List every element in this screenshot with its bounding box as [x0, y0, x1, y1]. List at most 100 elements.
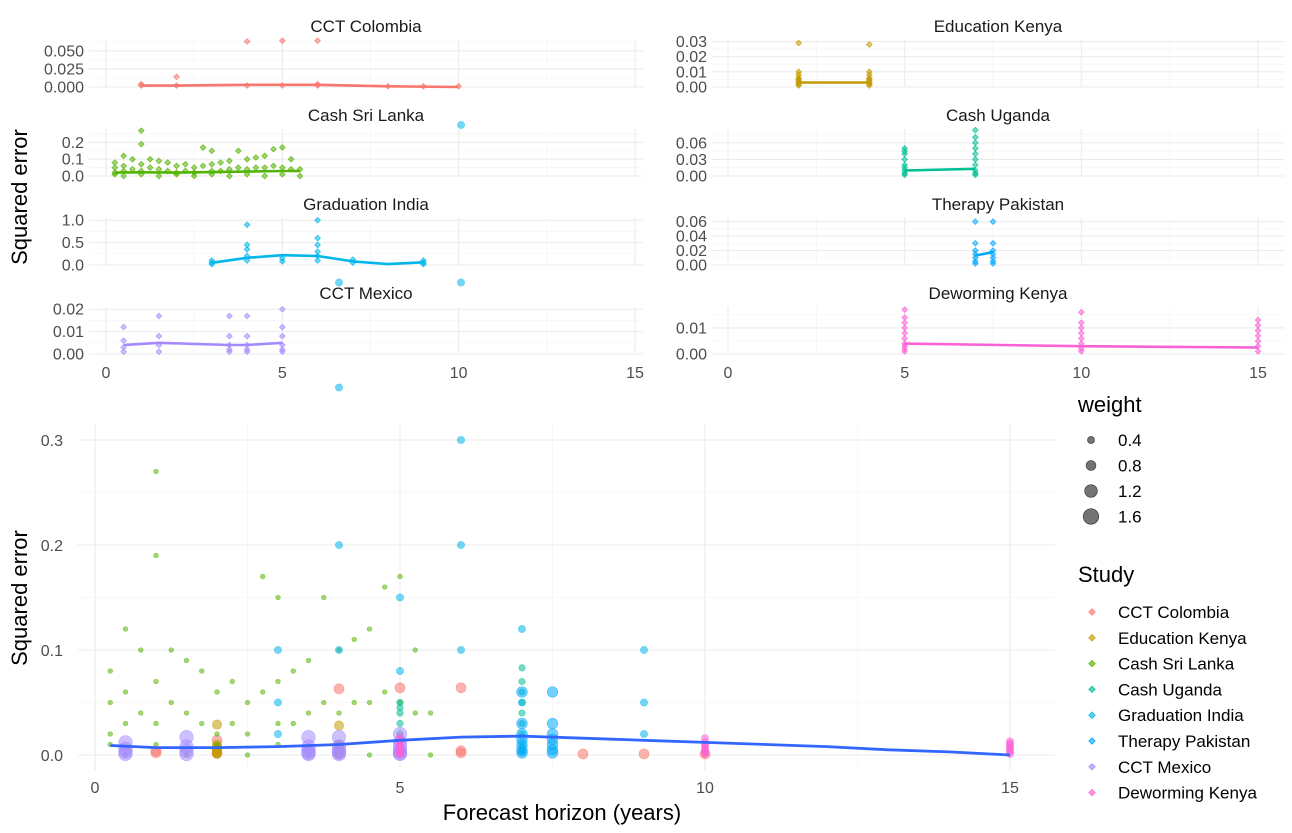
data-point — [516, 747, 528, 759]
data-point — [208, 160, 216, 168]
data-point — [199, 720, 205, 727]
y-tick-label: 0.02 — [676, 49, 707, 66]
data-point — [226, 312, 233, 320]
y-tick-label: 0.0 — [41, 748, 63, 765]
data-point — [516, 717, 528, 730]
data-point — [234, 164, 242, 171]
y-tick-label: 0.3 — [41, 433, 63, 450]
data-point — [335, 646, 343, 654]
facet-panel: 0.000.020.040.06 Therapy Pakistan — [676, 195, 1284, 275]
data-point — [901, 171, 909, 179]
study-legend-key — [1088, 788, 1096, 797]
data-point — [164, 159, 172, 166]
data-point — [278, 170, 286, 178]
data-point — [146, 164, 154, 171]
data-point — [226, 332, 233, 340]
data-point — [865, 41, 873, 48]
data-point — [270, 162, 277, 170]
data-point — [396, 593, 404, 602]
data-point — [989, 218, 997, 225]
y-tick-label: 0.04 — [676, 229, 707, 246]
x-tick-label: 10 — [696, 780, 714, 797]
data-point — [701, 750, 709, 758]
x-tick-label: 15 — [626, 365, 644, 382]
data-point — [518, 709, 526, 717]
data-point — [243, 221, 251, 229]
data-point — [199, 668, 205, 674]
weight-legend-key — [1085, 460, 1097, 471]
data-point — [546, 747, 559, 759]
data-point — [305, 710, 312, 716]
data-point — [212, 719, 222, 730]
data-point — [971, 171, 979, 179]
legend: weight 0.4 0.8 1.2 1.6 Study CCT Colombia Educa… — [1077, 392, 1257, 803]
study-legend-label: Deworming Kenya — [1118, 784, 1257, 803]
study-legend-label: Graduation India — [1118, 706, 1244, 725]
data-point — [333, 683, 345, 695]
data-point — [335, 278, 343, 287]
x-tick-label: 5 — [278, 365, 287, 382]
x-tick-label: 0 — [724, 365, 733, 382]
data-point — [457, 121, 465, 129]
facet-title: CCT Mexico — [319, 284, 412, 303]
x-tick-label: 0 — [102, 365, 111, 382]
data-point — [107, 731, 113, 737]
data-point — [382, 584, 388, 590]
data-point — [226, 348, 233, 356]
data-point — [396, 719, 404, 728]
x-tick-label: 15 — [1249, 365, 1267, 382]
study-legend-key — [1088, 737, 1096, 745]
data-point — [366, 626, 373, 632]
weight-legend-title: weight — [1077, 392, 1142, 417]
data-point — [351, 636, 357, 643]
data-point — [366, 752, 373, 758]
y-tick-label: 0.06 — [676, 214, 707, 231]
study-legend-key — [1088, 634, 1096, 642]
data-point — [455, 682, 467, 694]
y-tick-label: 0.03 — [676, 152, 707, 169]
smooth-line — [123, 341, 283, 347]
data-point — [137, 127, 145, 135]
data-point — [457, 436, 465, 444]
data-point — [155, 348, 163, 356]
data-point — [518, 625, 526, 633]
data-point — [274, 646, 282, 654]
y-tick-label: 0.1 — [62, 152, 84, 169]
facet-title: Therapy Pakistan — [932, 195, 1064, 214]
y-tick-label: 0.03 — [676, 34, 707, 51]
data-point — [244, 752, 251, 758]
y-tick-label: 0.5 — [62, 235, 84, 252]
data-point — [183, 657, 190, 664]
data-point — [394, 682, 406, 694]
data-point — [397, 573, 403, 580]
data-point — [181, 160, 189, 168]
data-point — [270, 145, 277, 153]
data-point — [234, 147, 242, 155]
y-tick-label: 0.02 — [53, 302, 84, 319]
data-point — [168, 647, 174, 653]
study-legend-label: Therapy Pakistan — [1118, 732, 1250, 751]
data-point — [457, 646, 465, 654]
data-point — [518, 677, 526, 686]
y-tick-label: 0.06 — [676, 135, 707, 152]
data-point — [314, 241, 321, 249]
smooth-line — [110, 734, 1011, 757]
data-point — [122, 626, 129, 632]
y-tick-label: 0.0 — [62, 169, 84, 186]
y-tick-label: 0.000 — [44, 80, 84, 97]
facet-title: Education Kenya — [934, 17, 1063, 36]
data-point — [274, 698, 282, 707]
y-tick-label: 0.00 — [676, 80, 707, 97]
data-point — [971, 156, 979, 163]
y-axis-title: Squared error — [7, 530, 32, 666]
data-point — [243, 312, 251, 320]
data-point — [640, 646, 648, 654]
data-point — [331, 746, 347, 762]
data-point — [214, 741, 220, 748]
y-tick-label: 0.02 — [676, 243, 707, 260]
data-point — [244, 731, 251, 737]
data-point — [1254, 348, 1262, 355]
data-point — [120, 172, 127, 180]
data-point — [412, 710, 418, 716]
